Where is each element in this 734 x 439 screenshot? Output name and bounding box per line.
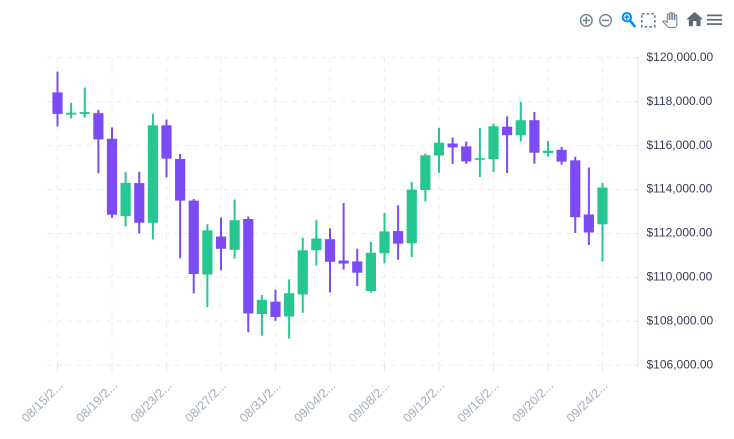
- svg-text:09/16/2...: 09/16/2...: [455, 379, 502, 426]
- svg-text:09/20/2...: 09/20/2...: [509, 379, 556, 426]
- svg-text:08/27/2...: 08/27/2...: [182, 379, 229, 426]
- svg-text:08/15/2...: 08/15/2...: [19, 379, 66, 426]
- svg-text:$120,000.00: $120,000.00: [647, 50, 714, 64]
- svg-text:08/31/2...: 08/31/2...: [237, 379, 284, 426]
- svg-text:$106,000.00: $106,000.00: [647, 357, 714, 371]
- svg-text:$110,000.00: $110,000.00: [647, 270, 713, 284]
- svg-text:09/24/2...: 09/24/2...: [564, 379, 611, 426]
- svg-text:09/04/2...: 09/04/2...: [291, 379, 338, 426]
- svg-text:$116,000.00: $116,000.00: [647, 138, 713, 152]
- svg-text:09/12/2...: 09/12/2...: [400, 379, 447, 426]
- svg-text:$108,000.00: $108,000.00: [647, 313, 714, 327]
- svg-text:$114,000.00: $114,000.00: [647, 182, 713, 196]
- svg-text:$118,000.00: $118,000.00: [647, 94, 713, 108]
- svg-text:$112,000.00: $112,000.00: [647, 226, 713, 240]
- svg-text:09/08/2...: 09/08/2...: [346, 379, 393, 426]
- svg-text:08/23/2...: 08/23/2...: [128, 379, 175, 426]
- svg-text:08/19/2...: 08/19/2...: [73, 379, 120, 426]
